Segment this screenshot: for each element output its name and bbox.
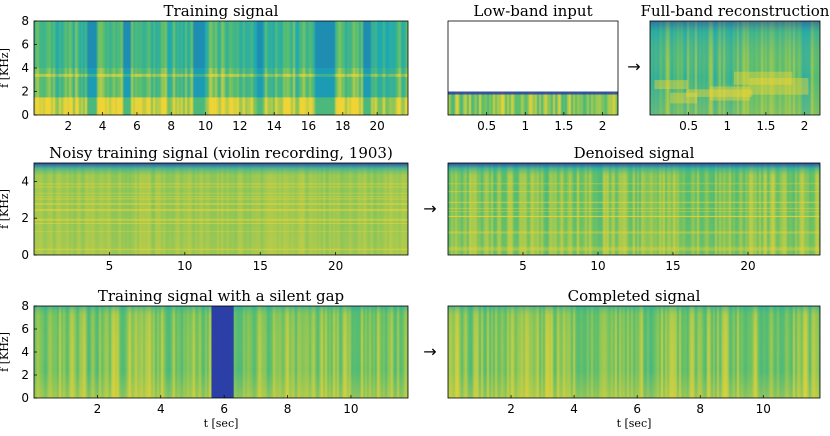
x-axis-label: t [sec]	[617, 417, 652, 430]
x-tick-label: 2	[599, 119, 607, 133]
chart-title: Training signal	[164, 2, 279, 20]
axes-frame	[447, 20, 619, 116]
x-axis-label: t [sec]	[204, 417, 239, 430]
x-tick-label: 1.5	[554, 119, 573, 133]
chart-panel-noisy: Noisy training signal (violin recording,…	[0, 144, 409, 273]
x-tick-label: 16	[301, 119, 316, 133]
y-tick-label: 8	[21, 14, 29, 28]
axes-frame	[447, 305, 821, 399]
x-tick-label: 8	[284, 402, 292, 416]
spectrogram-gap	[34, 306, 408, 398]
y-tick-label: 4	[21, 345, 29, 359]
spectrogram-completed	[448, 306, 820, 398]
axes-frame	[33, 162, 409, 256]
y-tick-label: 0	[21, 391, 29, 405]
chart-panel-fullband: Full-band reconstruction 0.5 1 1.5 2	[641, 2, 830, 133]
x-tick-label: 2	[64, 119, 72, 133]
silent-gap	[211, 306, 234, 398]
spectrogram-fullband	[650, 21, 820, 115]
x-tick-label: 0.5	[477, 119, 496, 133]
x-tick-label: 10	[590, 259, 605, 273]
y-tick-label: 8	[21, 299, 29, 313]
x-tick-label: 1	[521, 119, 529, 133]
x-tick-label: 14	[267, 119, 282, 133]
x-tick-label: 2	[94, 402, 102, 416]
spectrogram-training	[34, 21, 408, 115]
x-tick-label: 2	[801, 119, 809, 133]
y-tick-label: 0	[21, 248, 29, 262]
y-tick-label: 2	[21, 211, 29, 225]
y-tick-label: 6	[21, 322, 29, 336]
y-axis-label: f [KHz]	[0, 332, 11, 372]
x-tick-label: 10	[177, 259, 192, 273]
spectrogram-noisy	[34, 163, 408, 255]
x-tick-label: 5	[106, 259, 114, 273]
x-tick-label: 8	[696, 402, 704, 416]
chart-title: Training signal with a silent gap	[98, 287, 344, 305]
x-tick-label: 1	[723, 119, 731, 133]
y-tick-label: 0	[21, 108, 29, 122]
arrow-icon: →	[423, 199, 436, 218]
arrow-icon: →	[423, 342, 436, 361]
y-axis-label: f [KHz]	[0, 189, 11, 229]
x-tick-label: 6	[133, 119, 141, 133]
chart-panel-gap: Training signal with a silent gap 2 4 6 8 10 0…	[0, 287, 409, 430]
x-tick-label: 20	[328, 259, 343, 273]
chart-panel-training: Training signal 2 4 6 8 10 12 14 16 18 20 0 2 4 6 8 f [K…	[0, 2, 409, 133]
chart-title: Completed signal	[568, 287, 701, 305]
x-tick-label: 0.5	[679, 119, 698, 133]
y-axis-label: f [KHz]	[0, 48, 11, 88]
axes-frame	[649, 20, 821, 116]
spectrogram-lowband	[448, 21, 618, 115]
y-tick-label: 2	[21, 368, 29, 382]
x-tick-label: 6	[220, 402, 228, 416]
y-tick-label: 2	[21, 85, 29, 99]
x-tick-label: 4	[570, 402, 578, 416]
x-tick-label: 20	[369, 119, 384, 133]
spectrogram-denoised	[448, 163, 820, 255]
x-tick-label: 4	[99, 119, 107, 133]
x-tick-label: 4	[157, 402, 165, 416]
x-tick-label: 6	[633, 402, 641, 416]
x-tick-label: 20	[740, 259, 755, 273]
x-tick-label: 12	[232, 119, 247, 133]
chart-panel-completed: Completed signal 2 4 6 8 10 t [sec]	[447, 287, 821, 430]
chart-panel-denoised: Denoised signal 5 10 15 20	[447, 144, 821, 273]
x-tick-label: 15	[253, 259, 268, 273]
x-tick-label: 10	[198, 119, 213, 133]
x-tick-label: 2	[507, 402, 515, 416]
y-tick-label: 6	[21, 38, 29, 52]
x-tick-label: 18	[335, 119, 350, 133]
chart-title: Denoised signal	[574, 144, 695, 162]
arrow-icon: →	[627, 57, 640, 76]
x-tick-label: 10	[343, 402, 358, 416]
x-tick-label: 8	[167, 119, 175, 133]
x-tick-label: 15	[665, 259, 680, 273]
y-tick-label: 4	[21, 174, 29, 188]
axes-frame	[447, 162, 821, 256]
chart-title: Low-band input	[473, 2, 592, 20]
chart-title: Noisy training signal (violin recording,…	[49, 144, 393, 162]
chart-title: Full-band reconstruction	[641, 2, 830, 20]
y-tick-label: 4	[21, 61, 29, 75]
x-tick-label: 10	[756, 402, 771, 416]
x-tick-label: 1.5	[756, 119, 775, 133]
chart-panel-lowband: Low-band input 0.5 1 1.5 2	[447, 2, 619, 133]
x-tick-label: 5	[519, 259, 527, 273]
